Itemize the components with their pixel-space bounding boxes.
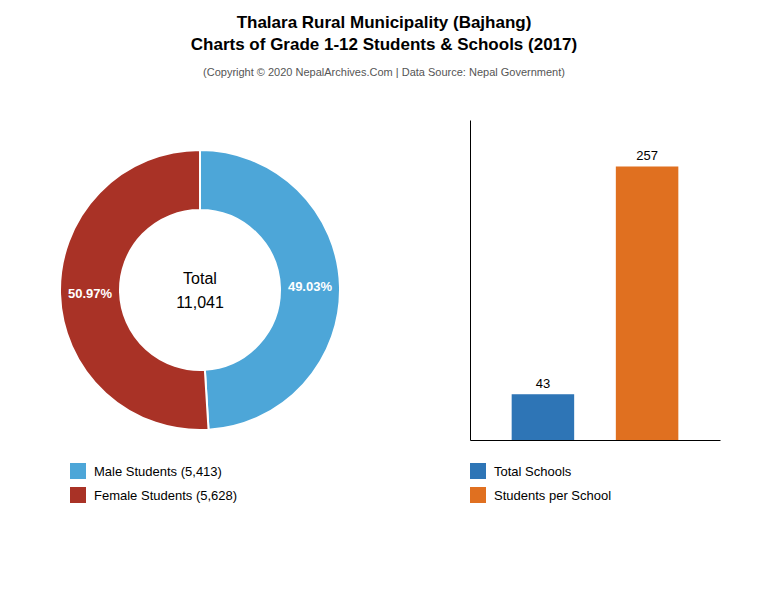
donut-chart: 49.03% 50.97% Total 11,041 Male Students (5,… xyxy=(60,150,340,503)
slices xyxy=(60,150,340,430)
bar-chart: 43 257 xyxy=(471,121,721,441)
legend-item: Students per School xyxy=(470,487,611,503)
slice xyxy=(200,150,340,430)
bars xyxy=(512,166,679,440)
data-labels: 49.03% 50.97% Total 11,041 xyxy=(68,270,332,311)
x-axis xyxy=(471,440,721,441)
legend-item: Female Students (5,628) xyxy=(70,487,237,503)
legend-swatch xyxy=(470,487,486,503)
legend-label: Male Students (5,413) xyxy=(94,464,222,479)
subtitle: (Copyright © 2020 NepalArchives.Com | Da… xyxy=(203,66,565,78)
data-label: 43 xyxy=(536,376,550,391)
axis-line xyxy=(470,121,471,441)
legend: Male Students (5,413) Female Students (5,… xyxy=(70,463,237,503)
legend: Total Schools Students per School xyxy=(470,463,611,503)
data-label: 49.03% xyxy=(288,279,333,294)
bar xyxy=(616,166,679,440)
data-label: 50.97% xyxy=(68,286,113,301)
legend-item: Male Students (5,413) xyxy=(70,463,222,479)
legend-label: Students per School xyxy=(494,488,611,503)
legend-item: Total Schools xyxy=(470,463,572,479)
center-label: 11,041 xyxy=(176,294,224,311)
data-labels: 43 257 xyxy=(536,148,658,391)
data-label: 257 xyxy=(636,148,658,163)
chart-root: Thalara Rural Municipality (Bajhang) Char… xyxy=(0,0,768,597)
slice xyxy=(60,150,209,430)
legend-swatch xyxy=(470,463,486,479)
legend-swatch xyxy=(70,463,86,479)
legend-swatch xyxy=(70,487,86,503)
axis-line xyxy=(471,440,721,441)
y-axis xyxy=(470,121,471,441)
title: Charts of Grade 1-12 Students & Schools … xyxy=(191,35,577,54)
title: Thalara Rural Municipality (Bajhang) xyxy=(237,13,532,32)
center-label: Total xyxy=(183,270,217,287)
legend-label: Total Schools xyxy=(494,464,572,479)
bar xyxy=(512,394,575,440)
legend-label: Female Students (5,628) xyxy=(94,488,237,503)
